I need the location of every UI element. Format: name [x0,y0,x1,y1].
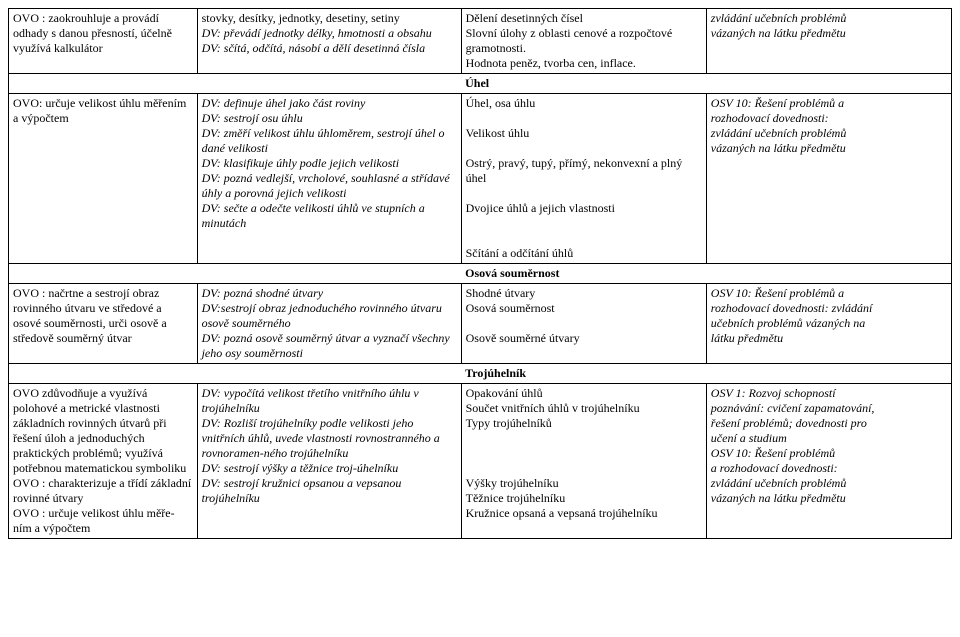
text: OVO : zaokrouhluje a provádí odhady s da… [13,11,172,55]
cell-dv: DV: vypočítá velikost třetího vnitřního … [197,384,461,539]
text: Trojúhelník [465,366,526,380]
cell-osv: zvládání učebních problémů vázaných na l… [706,9,895,74]
cell-empty [895,94,952,264]
cell-dv: DV: definuje úhel jako část rovinyDV: se… [197,94,461,264]
section-spacer [9,74,462,94]
cell-ovo: OVO : načrtne a sestrojí obraz rovinného… [9,284,198,364]
cell-osv: OSV 10: Řešení problémů a rozhodovací do… [706,94,895,264]
section-title: Úhel [461,74,951,94]
text: Úhel [465,76,489,90]
text: OVO zdůvodňuje a využívá polohové a metr… [13,386,191,535]
section-title: Osová souměrnost [461,264,951,284]
text: DV: vypočítá velikost třetího vnitřního … [202,386,440,505]
cell-osv: OSV 10: Řešení problémů a rozhodovací do… [706,284,895,364]
cell-empty [895,384,952,539]
text: OSV 1: Rozvoj schopností poznávání: cvič… [711,386,875,505]
cell-topic: Dělení desetinných číselSlovní úlohy z o… [461,9,706,74]
cell-topic: Opakování úhlůSoučet vnitřních úhlů v tr… [461,384,706,539]
text: OSV 10: Řešení problémů a rozhodovací do… [711,286,873,345]
text: Osová souměrnost [465,266,559,280]
cell-ovo: OVO zdůvodňuje a využívá polohové a metr… [9,384,198,539]
cell-dv: stovky, desítky, jednotky, desetiny, set… [197,9,461,74]
text: zvládání učebních problémů vázaných na l… [711,11,847,40]
section-title: Trojúhelník [461,364,951,384]
text: DV: pozná shodné útvaryDV:sestrojí obraz… [202,286,450,360]
text: stovky, desítky, jednotky, desetiny, set… [202,11,432,55]
section-row: Osová souměrnost [9,264,952,284]
section-row: Trojúhelník [9,364,952,384]
cell-ovo: OVO: určuje velikost úhlu měřením a výpo… [9,94,198,264]
curriculum-table: OVO : zaokrouhluje a provádí odhady s da… [8,8,952,539]
cell-ovo: OVO : zaokrouhluje a provádí odhady s da… [9,9,198,74]
cell-empty [895,284,952,364]
cell-topic: Shodné útvaryOsová souměrnostOsově soumě… [461,284,706,364]
text: OVO: určuje velikost úhlu měřením a výpo… [13,96,186,125]
table-row: OVO : zaokrouhluje a provádí odhady s da… [9,9,952,74]
section-spacer [9,364,462,384]
text: Úhel, osa úhluVelikost úhluOstrý, pravý,… [466,96,683,260]
text: Shodné útvaryOsová souměrnostOsově soumě… [466,286,580,345]
text: DV: definuje úhel jako část rovinyDV: se… [202,96,450,230]
text: Opakování úhlůSoučet vnitřních úhlů v tr… [466,386,658,520]
cell-empty [895,9,952,74]
section-row: Úhel [9,74,952,94]
text: OVO : načrtne a sestrojí obraz rovinného… [13,286,167,345]
text: Dělení desetinných číselSlovní úlohy z o… [466,11,673,70]
section-spacer [9,264,462,284]
cell-osv: OSV 1: Rozvoj schopností poznávání: cvič… [706,384,895,539]
cell-dv: DV: pozná shodné útvaryDV:sestrojí obraz… [197,284,461,364]
text: OSV 10: Řešení problémů a rozhodovací do… [711,96,847,155]
cell-topic: Úhel, osa úhluVelikost úhluOstrý, pravý,… [461,94,706,264]
table-row: OVO : načrtne a sestrojí obraz rovinného… [9,284,952,364]
table-row: OVO: určuje velikost úhlu měřením a výpo… [9,94,952,264]
table-row: OVO zdůvodňuje a využívá polohové a metr… [9,384,952,539]
